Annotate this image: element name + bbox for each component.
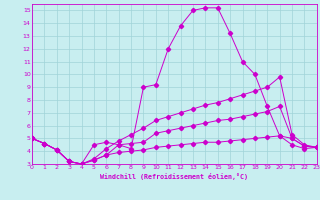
X-axis label: Windchill (Refroidissement éolien,°C): Windchill (Refroidissement éolien,°C) xyxy=(100,173,248,180)
